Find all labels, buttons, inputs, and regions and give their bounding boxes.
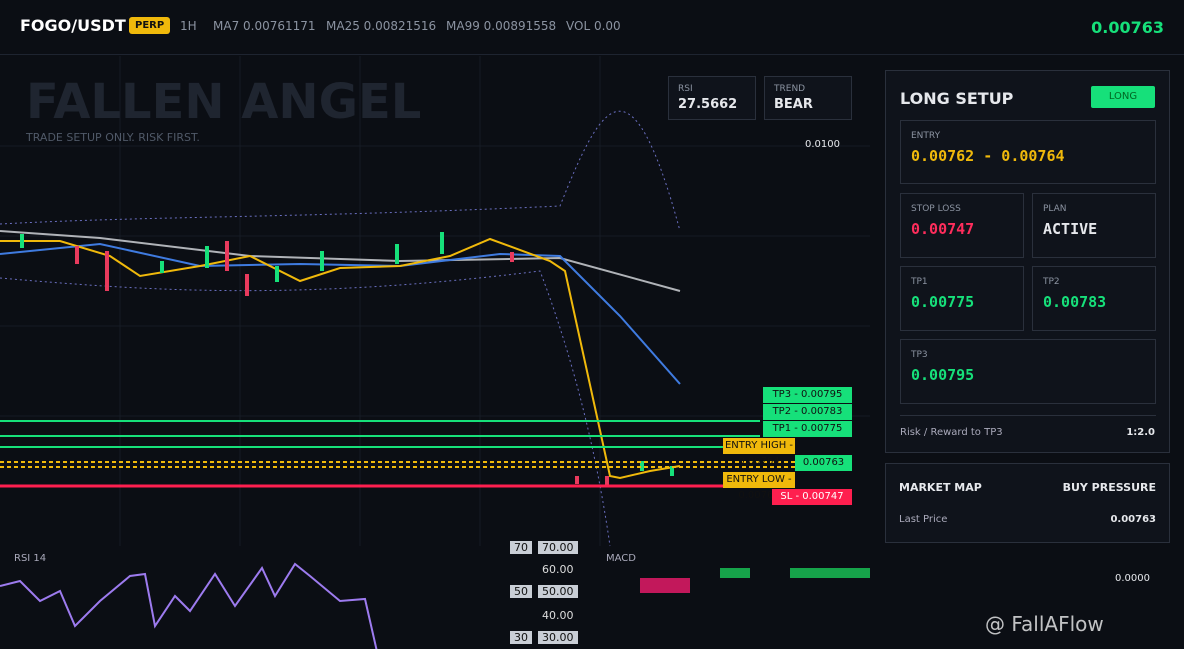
entry-label: ENTRY <box>911 131 941 141</box>
macd-title: MACD <box>606 553 636 564</box>
header: FOGO/USDT PERP 1H MA7 0.00761171 MA25 0.… <box>0 0 1184 55</box>
rsi-level: 50 <box>510 585 532 598</box>
level-label: TP2 - 0.00783 <box>763 404 852 420</box>
rsi-bg <box>0 546 580 649</box>
last-value: 0.00763 <box>1110 514 1156 525</box>
stop-label: STOP LOSS <box>911 204 961 214</box>
entry-value: 0.00762 - 0.00764 <box>911 147 1065 165</box>
rr-value: 1:2.0 <box>1126 427 1155 438</box>
market-panel: MARKET MAP BUY PRESSURE Last Price 0.007… <box>885 463 1170 543</box>
rsi-level: 40.00 <box>542 609 574 622</box>
tp1-label: TP1 <box>911 277 928 287</box>
plan-label: PLAN <box>1043 204 1067 214</box>
rsi-level: 50.00 <box>538 585 578 598</box>
macd-bars <box>640 568 870 593</box>
market-status: BUY PRESSURE <box>1062 481 1156 494</box>
tp2-label: TP2 <box>1043 277 1060 287</box>
last-label: Last Price <box>899 514 948 525</box>
rr-label: Risk / Reward to TP3 <box>900 427 1003 438</box>
ma7-line <box>0 237 681 480</box>
ma25-line <box>0 242 681 385</box>
macd-zero: 0.0000 <box>1115 573 1150 584</box>
setup-title: LONG SETUP <box>900 89 1014 108</box>
rsi-level: 30 <box>510 631 532 644</box>
grid <box>0 56 870 546</box>
candles <box>20 232 674 486</box>
trend-value: BEAR <box>774 97 813 112</box>
setup-panel: LONG SETUP LONG ENTRY 0.00762 - 0.00764 … <box>885 70 1170 453</box>
symbol: FOGO/USDT <box>20 16 126 35</box>
rsi-line <box>0 562 378 649</box>
interval[interactable]: 1H <box>180 19 197 33</box>
tp2-value: 0.00783 <box>1043 293 1107 311</box>
subtitle: TRADE SETUP ONLY. RISK FIRST. <box>26 131 200 144</box>
ma25: MA25 0.00821516 <box>326 19 437 33</box>
rsi-level: 60.00 <box>542 563 574 576</box>
lower-band <box>0 270 611 547</box>
chart <box>0 56 870 649</box>
stop-value: 0.00747 <box>911 220 975 238</box>
level-label: SL - 0.00747 <box>772 489 852 505</box>
badge: PERP <box>129 17 171 34</box>
title: FALLEN ANGEL <box>26 74 422 130</box>
axis-label: 0.0100 <box>805 139 840 150</box>
rsi-value: 27.5662 <box>678 97 738 112</box>
rsi-level: 30.00 <box>538 631 578 644</box>
level-label: 0.00763 <box>795 455 852 471</box>
ma99: MA99 0.00891558 <box>446 19 557 33</box>
rsi-title: RSI 14 <box>14 553 47 564</box>
upper-band <box>0 110 681 232</box>
rsi-level: 70.00 <box>538 541 578 554</box>
watermark: @ FallAFlow <box>985 612 1104 636</box>
plan-value: ACTIVE <box>1043 220 1098 238</box>
ma7: MA7 0.00761171 <box>213 19 316 33</box>
level-label: TP3 - 0.00795 <box>763 387 852 403</box>
tp3-value: 0.00795 <box>911 366 975 384</box>
level-label: ENTRY HIGH - 0.00764 <box>723 438 795 467</box>
vol: VOL 0.00 <box>566 19 621 33</box>
setup-badge[interactable]: LONG <box>1091 86 1155 108</box>
price: 0.00763 <box>1091 18 1164 37</box>
ma99-line <box>0 230 681 292</box>
market-title: MARKET MAP <box>899 481 982 494</box>
level-label: TP1 - 0.00775 <box>763 421 852 437</box>
tp3-label: TP3 <box>911 350 928 360</box>
tp1-value: 0.00775 <box>911 293 975 311</box>
rsi-level: 70 <box>510 541 532 554</box>
level-label: ENTRY LOW - 0.00762 <box>723 472 795 501</box>
rsi-label: RSI <box>678 84 693 94</box>
trend-label: TREND <box>774 84 806 94</box>
